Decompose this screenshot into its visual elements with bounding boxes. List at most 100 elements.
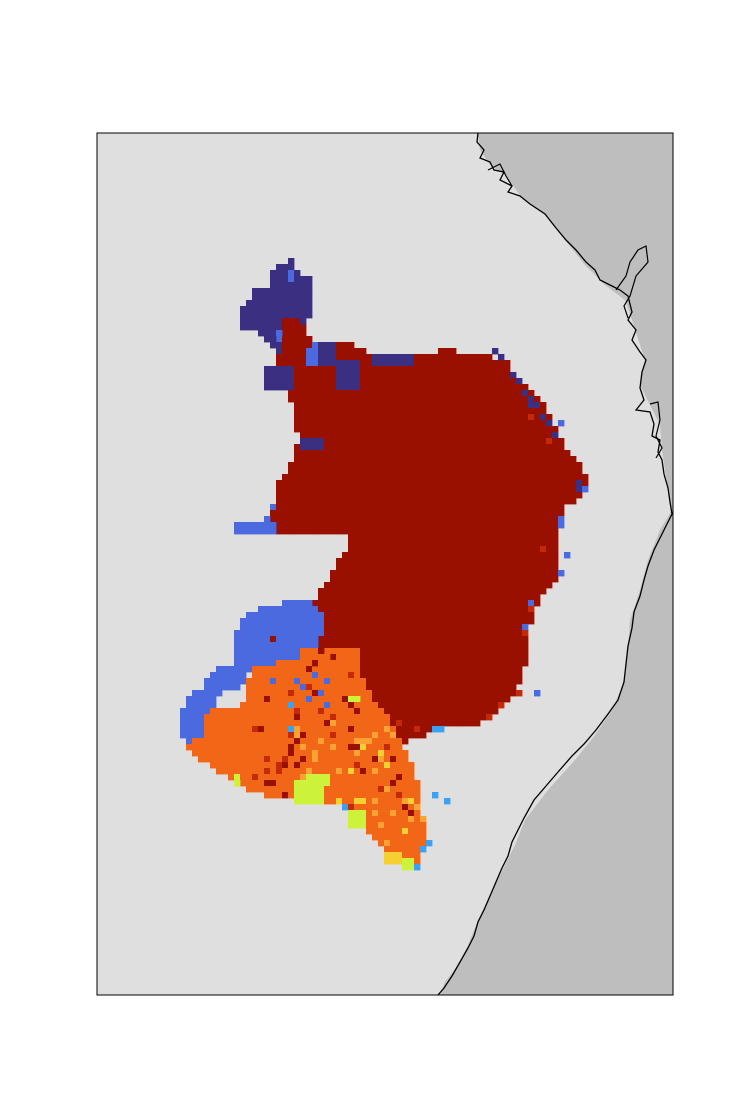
raster-cell [336, 780, 343, 787]
raster-cell [210, 684, 217, 691]
raster-cell [294, 390, 301, 397]
raster-cell [426, 516, 433, 523]
raster-cell [414, 630, 421, 637]
raster-cell [384, 474, 391, 481]
raster-cell [492, 672, 499, 679]
raster-cell [444, 528, 451, 535]
raster-cell [360, 390, 367, 397]
raster-cell [264, 708, 271, 715]
raster-cell [366, 678, 373, 685]
raster-cell [522, 486, 529, 493]
raster-cell [450, 474, 457, 481]
raster-cell [372, 516, 379, 523]
raster-cell [558, 480, 565, 487]
raster-cell [252, 672, 259, 679]
raster-cell [276, 630, 283, 637]
raster-cell [252, 684, 259, 691]
raster-cell [480, 516, 487, 523]
raster-cell [504, 558, 511, 565]
raster-cell [348, 780, 355, 787]
raster-cell [426, 474, 433, 481]
raster-cell [240, 318, 247, 325]
raster-cell [534, 420, 541, 427]
raster-cell [258, 726, 265, 733]
raster-cell [426, 666, 433, 673]
raster-cell [450, 522, 457, 529]
raster-cell [492, 654, 499, 661]
raster-cell [318, 780, 325, 787]
raster-cell [390, 414, 397, 421]
raster-cell [450, 612, 457, 619]
raster-cell [540, 450, 547, 457]
raster-cell [348, 762, 355, 769]
raster-cell [498, 672, 505, 679]
raster-cell [318, 474, 325, 481]
raster-cell [210, 750, 217, 757]
raster-cell [486, 654, 493, 661]
raster-cell [402, 390, 409, 397]
raster-cell [276, 330, 283, 337]
raster-cell [300, 408, 307, 415]
raster-cell [366, 522, 373, 529]
raster-cell [348, 732, 355, 739]
raster-cell [204, 720, 211, 727]
raster-cell [390, 852, 397, 859]
raster-cell [414, 426, 421, 433]
raster-cell [510, 528, 517, 535]
raster-cell [474, 684, 481, 691]
raster-cell [330, 654, 337, 661]
raster-cell [246, 690, 253, 697]
raster-cell [522, 474, 529, 481]
raster-cell [330, 456, 337, 463]
raster-cell [492, 480, 499, 487]
raster-cell [342, 564, 349, 571]
raster-cell [312, 726, 319, 733]
raster-cell [450, 606, 457, 613]
raster-cell [528, 546, 535, 553]
raster-cell [270, 750, 277, 757]
raster-cell [372, 708, 379, 715]
raster-cell [312, 684, 319, 691]
raster-cell [390, 402, 397, 409]
raster-cell [330, 390, 337, 397]
raster-cell [354, 360, 361, 367]
raster-cell [354, 462, 361, 469]
raster-cell [312, 654, 319, 661]
raster-cell [534, 498, 541, 505]
raster-cell [414, 366, 421, 373]
raster-cell [510, 408, 517, 415]
raster-cell [498, 360, 505, 367]
raster-cell [414, 720, 421, 727]
raster-cell [372, 642, 379, 649]
raster-cell [300, 468, 307, 475]
raster-cell [492, 582, 499, 589]
raster-cell [264, 612, 271, 619]
raster-cell [540, 510, 547, 517]
raster-cell [360, 648, 367, 655]
raster-cell [312, 678, 319, 685]
raster-cell [384, 762, 391, 769]
raster-cell [408, 708, 415, 715]
raster-cell [300, 666, 307, 673]
raster-cell [492, 684, 499, 691]
raster-cell [288, 708, 295, 715]
raster-cell [510, 684, 517, 691]
raster-cell [534, 552, 541, 559]
raster-cell [420, 384, 427, 391]
raster-cell [438, 594, 445, 601]
raster-cell [234, 666, 241, 673]
raster-cell [318, 726, 325, 733]
raster-cell [288, 306, 295, 313]
raster-cell [552, 552, 559, 559]
raster-cell [486, 588, 493, 595]
raster-cell [252, 750, 259, 757]
raster-cell [462, 594, 469, 601]
raster-cell [486, 402, 493, 409]
raster-cell [324, 594, 331, 601]
raster-cell [270, 282, 277, 289]
raster-cell [414, 390, 421, 397]
raster-cell [432, 390, 439, 397]
raster-cell [180, 732, 187, 739]
raster-cell [510, 594, 517, 601]
raster-cell [396, 576, 403, 583]
